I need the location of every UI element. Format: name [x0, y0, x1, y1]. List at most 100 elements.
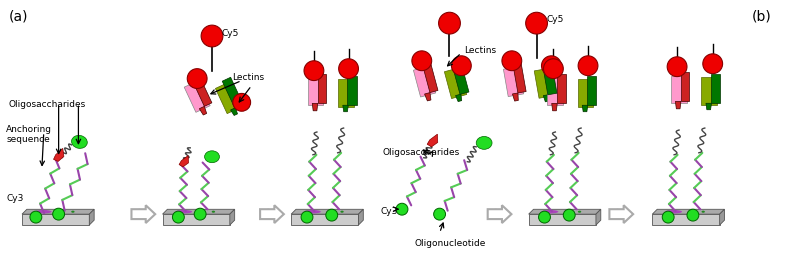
Polygon shape — [427, 134, 437, 147]
Ellipse shape — [34, 210, 51, 213]
Polygon shape — [192, 76, 212, 106]
Polygon shape — [487, 205, 511, 223]
Circle shape — [525, 12, 547, 34]
Ellipse shape — [175, 210, 192, 213]
Polygon shape — [413, 66, 435, 97]
Ellipse shape — [701, 211, 704, 213]
Circle shape — [301, 211, 313, 223]
Polygon shape — [179, 156, 188, 167]
Polygon shape — [651, 214, 719, 225]
Text: Lectins: Lectins — [232, 73, 264, 82]
Ellipse shape — [565, 211, 569, 213]
Polygon shape — [595, 209, 600, 225]
Circle shape — [543, 59, 562, 78]
Text: Oligonucleotide: Oligonucleotide — [415, 239, 486, 248]
Circle shape — [662, 211, 673, 223]
Text: Cy5: Cy5 — [221, 29, 239, 38]
Ellipse shape — [71, 211, 75, 213]
Polygon shape — [651, 209, 723, 214]
Polygon shape — [222, 77, 243, 108]
Circle shape — [326, 209, 338, 221]
Circle shape — [194, 208, 206, 220]
Polygon shape — [452, 63, 468, 94]
Polygon shape — [229, 209, 234, 225]
Polygon shape — [338, 79, 354, 107]
Polygon shape — [162, 214, 229, 225]
Polygon shape — [710, 74, 719, 103]
Ellipse shape — [664, 210, 681, 213]
Circle shape — [411, 51, 431, 71]
Circle shape — [538, 211, 549, 223]
Polygon shape — [719, 209, 723, 225]
Circle shape — [172, 211, 184, 223]
Ellipse shape — [71, 135, 87, 148]
Polygon shape — [199, 106, 206, 115]
Polygon shape — [424, 92, 431, 101]
Polygon shape — [581, 105, 587, 112]
Polygon shape — [230, 108, 237, 116]
Polygon shape — [670, 76, 686, 103]
Circle shape — [541, 56, 561, 76]
Polygon shape — [546, 77, 562, 105]
Polygon shape — [543, 95, 549, 102]
Ellipse shape — [200, 211, 204, 213]
Circle shape — [577, 56, 597, 76]
Circle shape — [304, 61, 323, 81]
Polygon shape — [162, 209, 234, 214]
Ellipse shape — [476, 136, 492, 149]
Ellipse shape — [304, 210, 321, 213]
Circle shape — [53, 208, 64, 220]
Circle shape — [702, 54, 722, 74]
Polygon shape — [528, 214, 595, 225]
Ellipse shape — [205, 151, 219, 163]
Polygon shape — [260, 205, 283, 223]
Polygon shape — [557, 74, 565, 103]
Text: Cy5: Cy5 — [546, 15, 563, 24]
Ellipse shape — [541, 210, 557, 213]
Polygon shape — [533, 68, 554, 98]
Polygon shape — [542, 64, 557, 95]
Polygon shape — [609, 205, 632, 223]
Polygon shape — [215, 82, 241, 114]
Ellipse shape — [329, 211, 332, 213]
Polygon shape — [184, 81, 210, 112]
Circle shape — [451, 56, 471, 76]
Polygon shape — [512, 62, 525, 93]
Text: Lectins: Lectins — [464, 46, 496, 55]
Ellipse shape — [340, 211, 343, 213]
Text: Oligosaccharides: Oligosaccharides — [8, 100, 85, 109]
Polygon shape — [503, 67, 523, 96]
Polygon shape — [22, 209, 94, 214]
Polygon shape — [312, 103, 318, 111]
Text: Oligosaccharides: Oligosaccharides — [382, 148, 459, 157]
Text: Cy3: Cy3 — [6, 194, 23, 203]
Circle shape — [687, 209, 698, 221]
Polygon shape — [512, 93, 517, 101]
Circle shape — [395, 203, 407, 215]
Text: Anchoring
sequence: Anchoring sequence — [6, 125, 52, 144]
Ellipse shape — [577, 211, 581, 213]
Polygon shape — [342, 105, 348, 112]
Circle shape — [200, 25, 223, 47]
Polygon shape — [455, 94, 461, 101]
Polygon shape — [347, 76, 356, 105]
Circle shape — [187, 69, 207, 89]
Polygon shape — [551, 103, 557, 111]
Polygon shape — [89, 209, 94, 225]
Circle shape — [233, 94, 250, 111]
Polygon shape — [577, 79, 593, 107]
Circle shape — [501, 51, 521, 71]
Polygon shape — [22, 214, 89, 225]
Polygon shape — [307, 77, 323, 105]
Polygon shape — [291, 214, 358, 225]
Polygon shape — [54, 148, 64, 161]
Polygon shape — [358, 209, 363, 225]
Circle shape — [562, 209, 574, 221]
Text: Cy3: Cy3 — [380, 207, 397, 216]
Polygon shape — [422, 62, 437, 92]
Polygon shape — [318, 74, 326, 103]
Ellipse shape — [689, 211, 693, 213]
Polygon shape — [444, 68, 466, 99]
Polygon shape — [291, 209, 363, 214]
Ellipse shape — [212, 211, 215, 213]
